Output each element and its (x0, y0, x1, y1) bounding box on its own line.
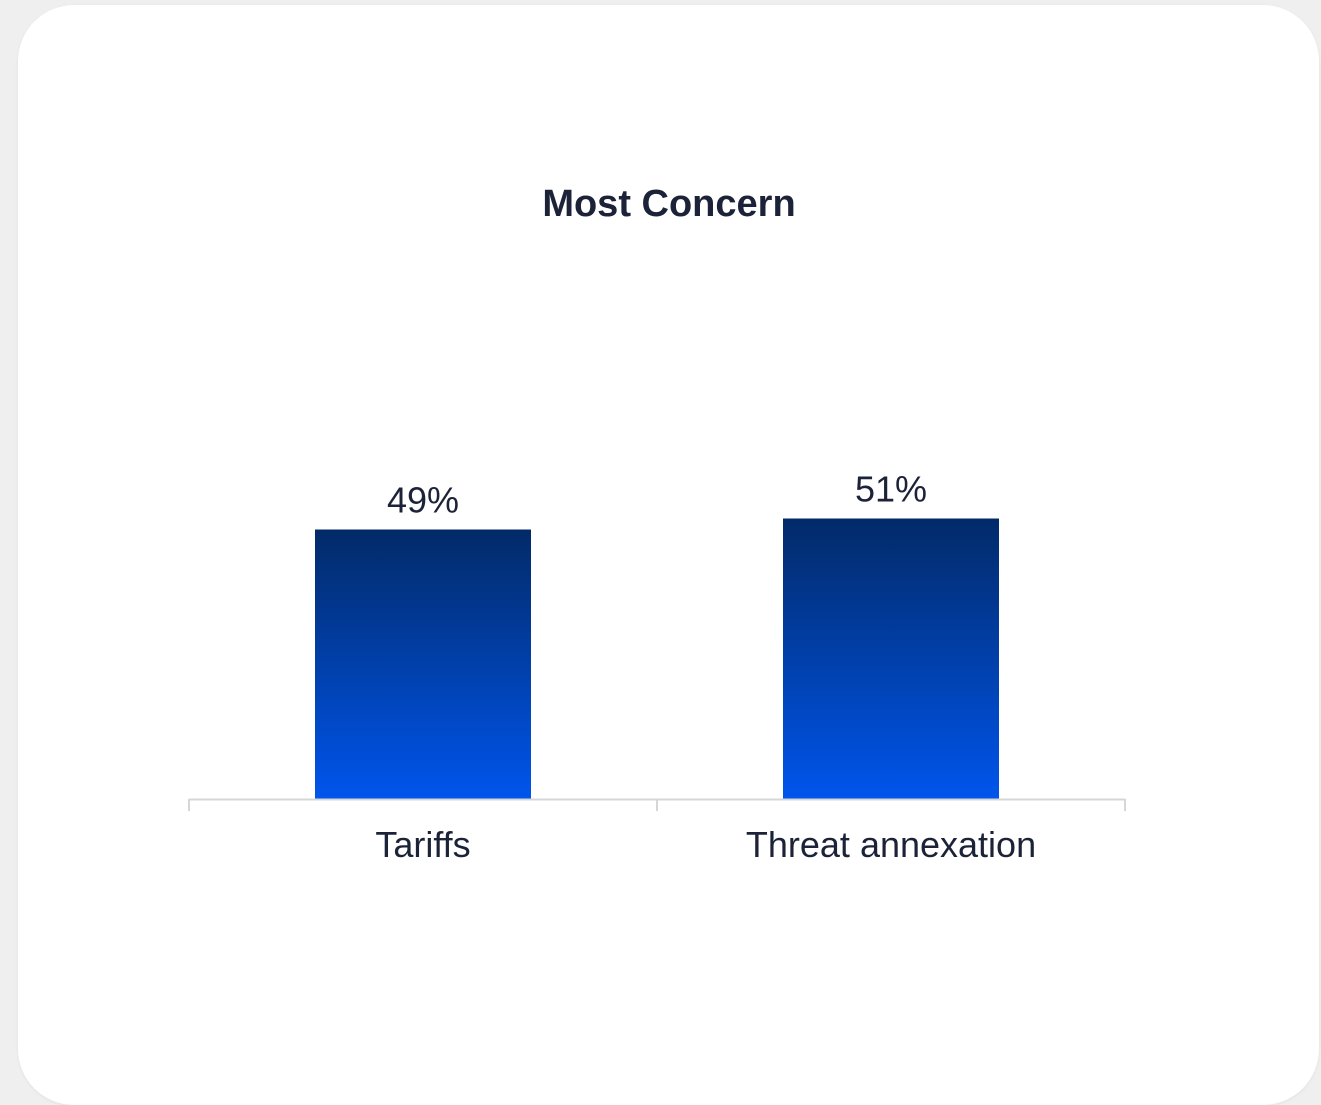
bar-chart: Most Concern 49% 51% Tariffs Threat annexa… (188, 183, 1126, 865)
chart-card (18, 5, 1319, 1105)
chart-title: Most Concern (542, 183, 795, 225)
x-axis: Tariffs Threat annexation (188, 798, 1126, 865)
bars-group: 49% 51% (315, 469, 999, 799)
value-label: 49% (387, 480, 459, 521)
bar-tariffs (315, 529, 531, 799)
bar-threat-annexation (783, 518, 999, 799)
x-tick-label: Threat annexation (746, 824, 1036, 865)
value-label: 51% (855, 469, 927, 510)
x-tick-label: Tariffs (375, 824, 470, 865)
